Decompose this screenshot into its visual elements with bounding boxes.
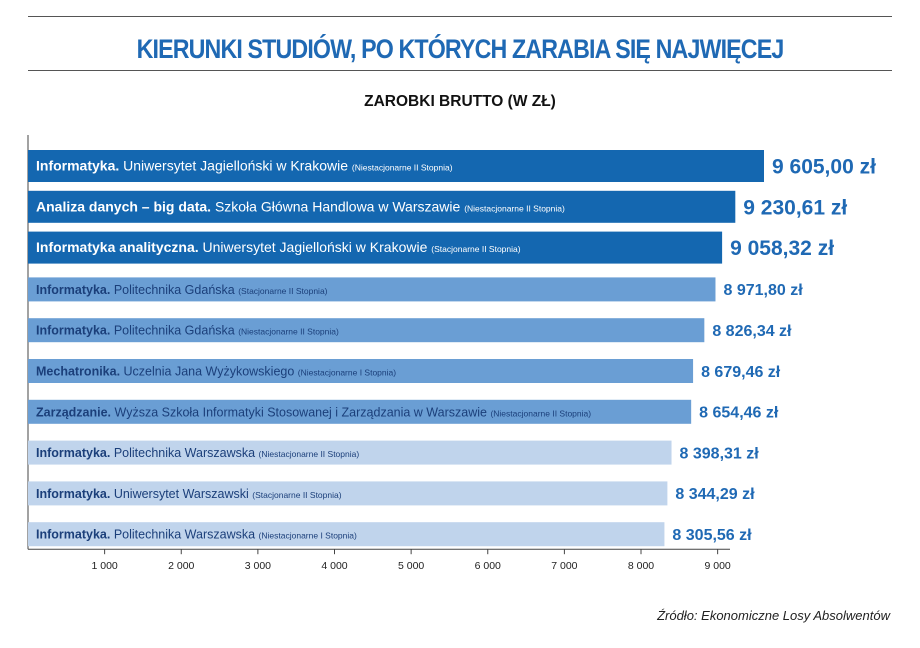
bar-label-school: Politechnika Warszawska [114, 528, 259, 542]
x-tick-label: 8 000 [628, 560, 654, 572]
bar-label-mode: (Stacjonarne II Stopnia) [252, 490, 341, 500]
bar-label-school: Politechnika Warszawska [114, 446, 259, 460]
chart-title: KIERUNKI STUDIÓW, PO KTÓRYCH ZARABIA SIĘ… [136, 34, 785, 64]
bar-label-school: Politechnika Gdańska [114, 283, 238, 297]
bar-value-label: 8 679,46 zł [701, 364, 781, 381]
bar-label-mode: (Niestacjonarne II Stopnia) [464, 203, 565, 213]
bar-label-mode: (Stacjonarne II Stopnia) [431, 244, 520, 254]
bar-label-mode: (Niestacjonarne I Stopnia) [298, 368, 396, 378]
bar-label-field: Informatyka. [36, 158, 123, 174]
bar-label-school: Wyższa Szkoła Informatyki Stosowanej i Z… [115, 405, 491, 419]
bar-label: Informatyka. Uniwersytet Jagielloński w … [36, 158, 453, 174]
x-tick-label: 4 000 [321, 560, 347, 572]
bar-label: Informatyka. Uniwersytet Warszawski (Sta… [36, 487, 342, 501]
bar-label-field: Zarządzanie. [36, 405, 115, 419]
bar-label-mode: (Niestacjonarne II Stopnia) [238, 327, 339, 337]
bar-label-field: Informatyka. [36, 528, 114, 542]
bar-value-label: 9 230,61 zł [743, 196, 847, 219]
x-tick-label: 6 000 [475, 560, 501, 572]
x-tick-label: 2 000 [168, 560, 194, 572]
bar-label-field: Informatyka. [36, 324, 114, 338]
bar [28, 190, 736, 223]
bar-label: Zarządzanie. Wyższa Szkoła Informatyki S… [36, 405, 591, 419]
bar-value-label: 9 058,32 zł [730, 237, 834, 260]
bar-value-label: 8 344,29 zł [675, 486, 755, 503]
x-tick-label: 9 000 [705, 560, 731, 572]
x-tick-label: 1 000 [91, 560, 117, 572]
bar-value-label: 8 826,34 zł [712, 323, 792, 340]
chart-subtitle: ZAROBKI BRUTTO (W ZŁ) [364, 93, 556, 110]
x-tick-label: 7 000 [551, 560, 577, 572]
bar [28, 481, 668, 506]
bar [28, 277, 716, 302]
bar-value-label: 8 305,56 zł [672, 527, 752, 544]
bar-label: Informatyka. Politechnika Gdańska (Niest… [36, 324, 339, 338]
bar [28, 522, 665, 547]
bar-chart: Informatyka. Uniwersytet Jagielloński w … [27, 135, 876, 572]
bar-label-mode: (Niestacjonarne II Stopnia) [259, 449, 360, 459]
bar-label: Mechatronika. Uczelnia Jana Wyżykowskieg… [36, 365, 396, 379]
bar-label: Informatyka. Politechnika Warszawska (Ni… [36, 528, 357, 542]
bar-label: Informatyka analityczna. Uniwersytet Jag… [36, 239, 521, 255]
x-tick-label: 5 000 [398, 560, 424, 572]
bar-label-mode: (Stacjonarne II Stopnia) [238, 286, 327, 296]
bar-label-field: Informatyka. [36, 283, 114, 297]
bar-label-school: Politechnika Gdańska [114, 324, 238, 338]
bar [28, 150, 764, 182]
bar-label-field: Informatyka. [36, 487, 114, 501]
source-note: Źródło: Ekonomiczne Losy Absolwentów [657, 608, 890, 623]
bar-label-field: Analiza danych – big data. [36, 198, 215, 214]
bar-label-school: Szkoła Główna Handlowa w Warszawie [215, 198, 464, 214]
x-tick-label: 3 000 [245, 560, 271, 572]
bar-label-mode: (Niestacjonarne I Stopnia) [259, 531, 357, 541]
bar-label: Analiza danych – big data. Szkoła Główna… [36, 198, 565, 214]
bar-label-field: Mechatronika. [36, 365, 124, 379]
bar-label-school: Uniwersytet Jagielloński w Krakowie [203, 239, 432, 255]
bar-label-field: Informatyka. [36, 446, 114, 460]
bar-label: Informatyka. Politechnika Warszawska (Ni… [36, 446, 359, 460]
bar-label-school: Uczelnia Jana Wyżykowskiego [124, 365, 298, 379]
bar-label-school: Uniwersytet Jagielloński w Krakowie [123, 158, 352, 174]
bar [28, 359, 694, 383]
title-rule [28, 70, 892, 71]
bar-label-school: Uniwersytet Warszawski [114, 487, 252, 501]
top-rule [28, 16, 892, 17]
bar-label-mode: (Niestacjonarne II Stopnia) [490, 408, 591, 418]
bar [28, 318, 705, 343]
bar-label-mode: (Niestacjonarne II Stopnia) [352, 163, 453, 173]
bar-label-field: Informatyka analityczna. [36, 239, 203, 255]
bar [28, 440, 672, 465]
bar-value-label: 8 971,80 zł [723, 282, 803, 299]
bar-value-label: 8 654,46 zł [699, 405, 779, 422]
bar [28, 399, 692, 424]
bar [28, 231, 723, 264]
bar-label: Informatyka. Politechnika Gdańska (Stacj… [36, 283, 328, 297]
bar-value-label: 9 605,00 zł [772, 156, 876, 179]
bar-value-label: 8 398,31 zł [680, 445, 760, 462]
